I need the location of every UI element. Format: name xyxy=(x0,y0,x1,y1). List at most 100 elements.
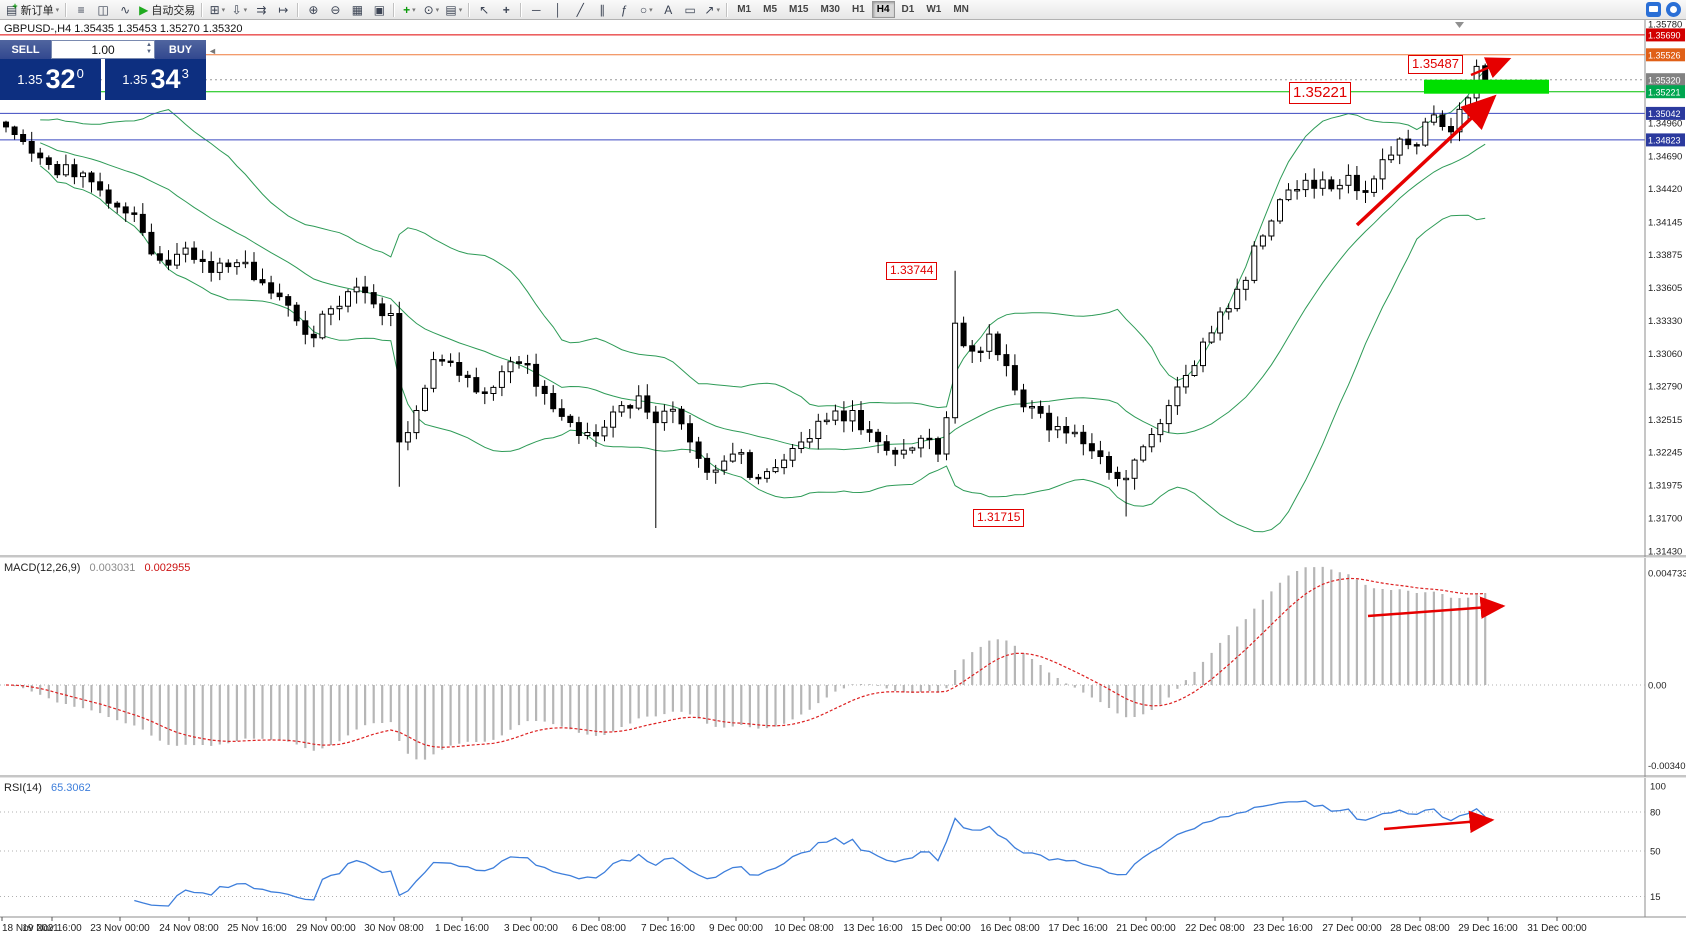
templates-button: ▤ xyxy=(445,2,457,17)
new-order-button[interactable]: ▤ + 新订单 ▾ xyxy=(4,1,61,18)
macd-scale-label: 0.00 xyxy=(1648,680,1667,691)
lot-spinner[interactable]: ▲ ▼ xyxy=(146,42,152,55)
timeframe-m5-button[interactable]: M5 xyxy=(763,4,778,15)
timeframe-w1-button[interactable]: W1 xyxy=(926,4,942,15)
horizontal-line-icon[interactable]: ─ xyxy=(526,2,546,18)
dropdown-arrow-icon: ▾ xyxy=(435,6,440,14)
candlestick-chart-type-icon[interactable]: ◫ xyxy=(93,2,113,18)
chart-shift-icon[interactable]: ↦ xyxy=(273,2,293,18)
autotrading-button-label: 自动交易 xyxy=(151,4,196,17)
toolbar-separator xyxy=(726,2,729,17)
indicators-button[interactable]: + ▾ xyxy=(399,2,419,18)
new-chart-icon[interactable]: ⊞ ▾ xyxy=(207,2,227,18)
dropdown-arrow-icon: ▾ xyxy=(716,6,720,14)
trend-arrow xyxy=(1470,57,1512,79)
trendline-icon[interactable]: ╱ xyxy=(570,2,590,18)
price-scale-label: 1.34690 xyxy=(1648,151,1682,162)
price-scale-label: 1.33875 xyxy=(1648,250,1682,261)
time-axis-label: 7 Dec 16:00 xyxy=(641,923,695,934)
one-click-collapse-icon[interactable]: ◄ xyxy=(208,46,217,56)
dropdown-arrow-icon: ▾ xyxy=(412,6,416,14)
mql5-community-icon[interactable] xyxy=(1666,2,1681,17)
indicators-button: + xyxy=(403,2,411,17)
arrows-icon[interactable]: ↗ ▾ xyxy=(702,2,722,18)
profiles-icon[interactable]: ⇩ ▾ xyxy=(229,2,249,18)
time-axis-label: 21 Dec 00:00 xyxy=(1116,923,1176,934)
price-scale-label: 1.31430 xyxy=(1648,546,1682,557)
bid-price-point: 0 xyxy=(76,66,84,81)
autotrading-button: ▶ xyxy=(139,2,149,17)
tile-windows-icon: ▦ xyxy=(351,2,364,17)
fibonacci-icon[interactable]: ƒ xyxy=(614,2,634,18)
timeframe-m15-button[interactable]: M15 xyxy=(789,4,809,15)
toolbar-right-icons xyxy=(1646,2,1681,17)
buy-button[interactable]: BUY xyxy=(155,40,206,59)
periods-button[interactable]: ⊙ ▾ xyxy=(421,2,441,18)
time-axis-label: 24 Nov 08:00 xyxy=(159,923,219,934)
toolbar-separator xyxy=(65,2,68,17)
time-axis-label: 1 Dec 16:00 xyxy=(435,923,489,934)
price-badge-label: 1.35042 xyxy=(1648,109,1681,119)
lot-size-input[interactable]: 1.00 ▲ ▼ xyxy=(51,40,155,59)
time-axis-label: 17 Dec 16:00 xyxy=(1048,923,1108,934)
candlestick-chart-type-icon: ◫ xyxy=(97,2,109,17)
rsi-scale-label: 50 xyxy=(1650,846,1661,857)
price-scale-label: 1.33060 xyxy=(1648,349,1682,360)
bid-price-button[interactable]: 1.35 32 0 xyxy=(0,59,101,100)
time-axis-label: 23 Dec 16:00 xyxy=(1253,923,1313,934)
cursor-icon: ↖ xyxy=(479,2,490,17)
channel-icon[interactable]: ∥ xyxy=(592,2,612,18)
price-annotation[interactable]: 1.33744 xyxy=(886,262,938,280)
cursor-icon[interactable]: ↖ xyxy=(474,2,494,18)
chart-shift-icon: ↦ xyxy=(278,2,289,17)
line-chart-type-icon[interactable]: ∿ xyxy=(115,2,135,18)
bid-price-pips: 32 xyxy=(45,64,76,94)
new-order-button-label: 新订单 xyxy=(20,4,54,17)
profiles-icon: ⇩ xyxy=(231,2,242,17)
sell-button[interactable]: SELL xyxy=(0,40,51,59)
timeframe-d1-button[interactable]: D1 xyxy=(901,4,915,15)
autotrading-button[interactable]: ▶ 自动交易 xyxy=(137,2,197,18)
time-axis-label: 16 Dec 08:00 xyxy=(980,923,1040,934)
auto-scroll-icon[interactable]: ⇉ xyxy=(251,2,271,18)
time-axis-label: 9 Dec 00:00 xyxy=(709,923,763,934)
ask-price-pips: 34 xyxy=(150,64,181,94)
tile-windows-icon[interactable]: ▦ xyxy=(347,2,367,18)
timeframe-m30-button[interactable]: M30 xyxy=(820,4,840,15)
zoom-out-icon[interactable]: ⊖ xyxy=(325,2,345,18)
zoom-in-icon[interactable]: ⊕ xyxy=(303,2,323,18)
timeframe-m1-button[interactable]: M1 xyxy=(737,4,752,15)
price-scale-label: 1.32515 xyxy=(1648,415,1682,426)
price-scale-label: 1.35780 xyxy=(1648,19,1682,30)
timeframe-h4-button[interactable]: H4 xyxy=(871,1,895,18)
new-order-button: ▤ xyxy=(6,2,18,17)
time-axis-label: 15 Dec 00:00 xyxy=(911,923,971,934)
ask-price-point: 3 xyxy=(181,66,189,81)
timeframe-h1-button[interactable]: H1 xyxy=(851,4,865,15)
vertical-line-icon[interactable]: │ xyxy=(548,2,568,18)
crosshair-icon[interactable]: + xyxy=(496,2,516,18)
community-chat-icon[interactable] xyxy=(1646,2,1661,17)
text-label-icon[interactable]: ▭ xyxy=(680,2,700,18)
price-badge-label: 1.35221 xyxy=(1648,87,1681,97)
templates-button[interactable]: ▤ ▾ xyxy=(443,2,464,18)
ask-price-button[interactable]: 1.35 34 3 xyxy=(105,59,206,100)
timeframe-mn-button[interactable]: MN xyxy=(953,4,969,15)
time-axis-label: 27 Dec 00:00 xyxy=(1322,923,1382,934)
bar-chart-type-icon[interactable]: ≡ xyxy=(71,2,91,18)
toolbar-separator xyxy=(201,2,204,17)
cascade-windows-icon[interactable]: ▣ xyxy=(369,2,389,18)
toolbar: ▤ + 新订单 ▾ ≡ ◫ ∿ ▶ 自动交易 ⊞ ▾ ⇩ ▾ ⇉ ↦ ⊕ ⊖ ▦ ▣ + ▾ ⊙ ▾ ▤ ▾ ↖ + ─ │ ╱ ∥ ƒ ○ ▾ A… xyxy=(0,0,1686,20)
text-icon[interactable]: A xyxy=(658,2,678,18)
macd-name: MACD(12,26,9) xyxy=(4,562,81,574)
new-chart-icon: ⊞ xyxy=(209,2,220,17)
price-annotation[interactable]: 1.35487 xyxy=(1408,55,1463,74)
rsi-scale-label: 100 xyxy=(1650,781,1666,792)
rsi-name: RSI(14) xyxy=(4,782,42,794)
price-annotation[interactable]: 1.31715 xyxy=(973,509,1025,527)
shapes-icon[interactable]: ○ ▾ xyxy=(636,2,656,18)
price-annotation[interactable]: 1.35221 xyxy=(1289,82,1352,104)
macd-scale-label: 0.004733 xyxy=(1648,568,1686,579)
bar-chart-type-icon: ≡ xyxy=(77,2,85,17)
